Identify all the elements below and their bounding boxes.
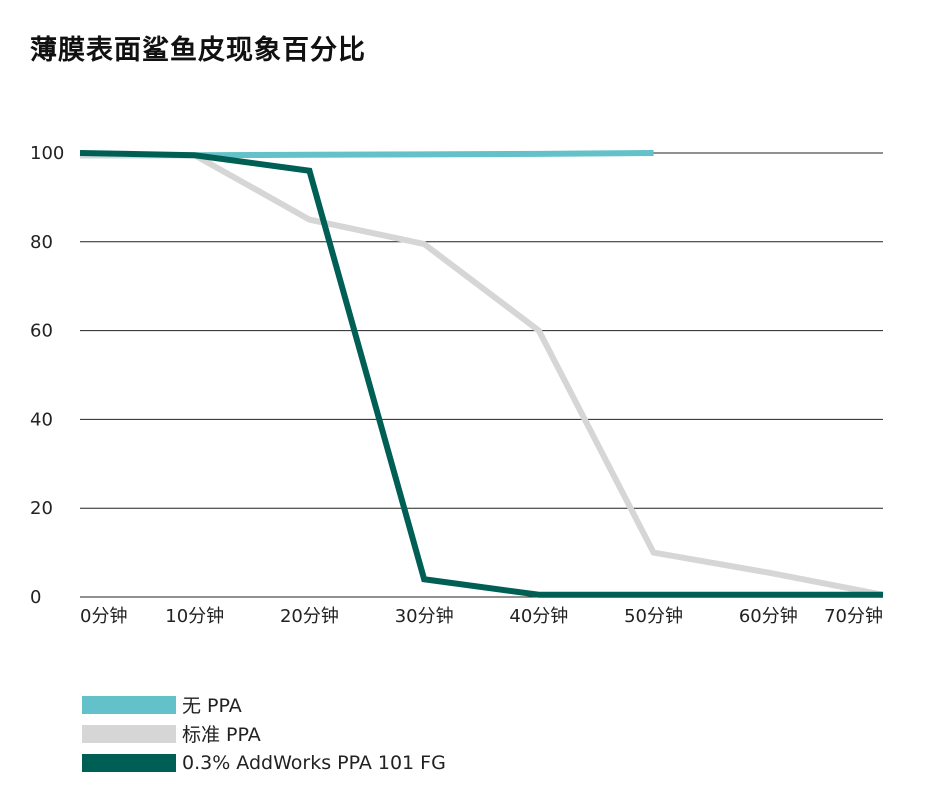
legend-label: 标准 PPA <box>182 724 261 746</box>
legend-swatch <box>82 695 176 714</box>
x-tick-label: 0分钟 <box>80 606 127 627</box>
chart-title: 薄膜表面鲨鱼皮现象百分比 <box>30 35 366 66</box>
y-tick-label: 60 <box>30 321 53 342</box>
y-tick-label: 0 <box>30 587 41 608</box>
legend-label: 无 PPA <box>182 695 242 717</box>
x-tick-label: 50分钟 <box>624 606 683 627</box>
series-line-1 <box>80 152 884 598</box>
series-line-2 <box>79 150 883 598</box>
legend-item: 0.3% AddWorks PPA 101 FG <box>82 748 446 777</box>
chart-legend: 无 PPA 标准 PPA 0.3% AddWorks PPA 101 FG <box>82 690 446 777</box>
x-tick-label: 60分钟 <box>739 606 798 627</box>
legend-label: 0.3% AddWorks PPA 101 FG <box>182 751 446 774</box>
legend-item: 标准 PPA <box>82 719 446 748</box>
y-tick-label: 40 <box>30 409 53 430</box>
legend-item: 无 PPA <box>82 690 446 719</box>
y-tick-label: 100 <box>30 143 64 164</box>
legend-swatch <box>82 753 176 772</box>
y-tick-label: 20 <box>30 498 53 519</box>
x-tick-label: 40分钟 <box>509 606 568 627</box>
y-tick-label: 80 <box>30 232 53 253</box>
x-tick-label: 70分钟 <box>824 606 883 627</box>
x-tick-label: 10分钟 <box>165 606 224 627</box>
x-tick-label: 30分钟 <box>395 606 454 627</box>
legend-swatch <box>82 724 176 743</box>
x-tick-label: 20分钟 <box>280 606 339 627</box>
